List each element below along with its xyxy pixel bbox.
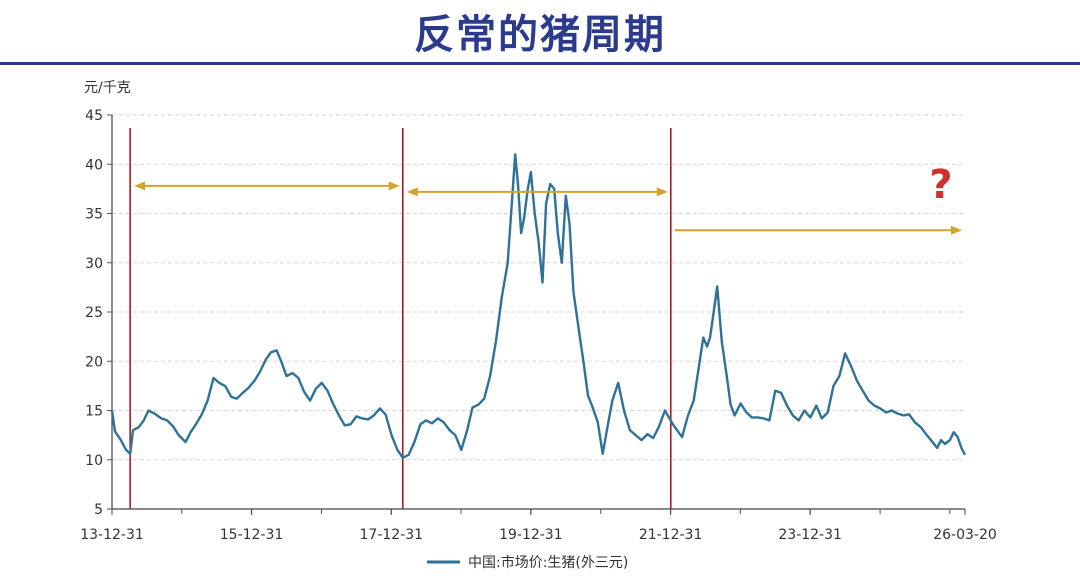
title-divider (0, 62, 1080, 65)
y-tick-label-5: 5 (94, 502, 103, 518)
x-tick-label-6: 26-03-20 (933, 527, 997, 543)
y-tick-label-40: 40 (85, 157, 103, 173)
y-tick-label-45: 45 (85, 108, 103, 124)
period-arrowhead-left-0 (134, 181, 146, 191)
y-tick-label-10: 10 (85, 453, 103, 469)
y-tick-label-25: 25 (85, 305, 103, 321)
y-tick-label-20: 20 (85, 354, 103, 370)
page-title: 反常的猪周期 (414, 12, 666, 58)
period-arrowhead-left-1 (406, 187, 418, 197)
x-tick-label-4: 21-12-31 (639, 527, 703, 543)
question-mark-annotation: ? (929, 162, 952, 208)
series-line-pig-price (110, 153, 967, 459)
period-arrowhead-right-2 (951, 225, 962, 235)
x-tick-label-0: 13-12-31 (80, 527, 144, 543)
period-arrowhead-right-0 (388, 181, 400, 191)
x-tick-label-5: 23-12-31 (778, 527, 842, 543)
y-tick-label-35: 35 (85, 207, 103, 223)
y-tick-label-15: 15 (85, 404, 103, 420)
period-arrowhead-right-1 (656, 187, 668, 197)
y-axis-unit: 元/千克 (84, 80, 131, 96)
legend-label: 中国:市场价:生猪(外三元) (468, 554, 628, 571)
x-tick-label-2: 17-12-31 (360, 527, 424, 543)
y-tick-label-30: 30 (85, 256, 103, 272)
x-tick-label-3: 19-12-31 (499, 527, 563, 543)
x-tick-label-1: 15-12-31 (220, 527, 284, 543)
